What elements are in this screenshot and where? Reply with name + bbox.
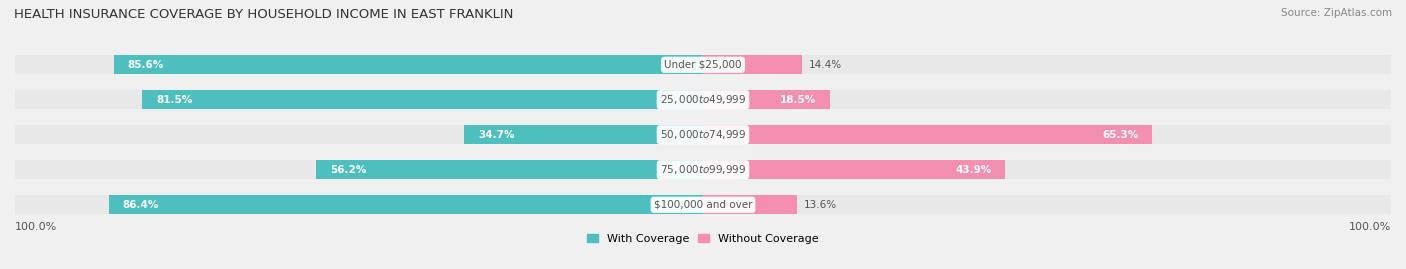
Bar <box>703 195 1391 214</box>
Text: 18.5%: 18.5% <box>780 95 817 105</box>
Text: 65.3%: 65.3% <box>1102 130 1139 140</box>
Text: 14.4%: 14.4% <box>808 60 842 70</box>
Bar <box>703 55 1391 75</box>
Bar <box>703 90 1391 109</box>
Text: $25,000 to $49,999: $25,000 to $49,999 <box>659 93 747 106</box>
Text: $50,000 to $74,999: $50,000 to $74,999 <box>659 128 747 141</box>
Text: 81.5%: 81.5% <box>156 95 193 105</box>
Text: $100,000 and over: $100,000 and over <box>654 200 752 210</box>
Text: $75,000 to $99,999: $75,000 to $99,999 <box>659 163 747 176</box>
Text: 85.6%: 85.6% <box>128 60 165 70</box>
Bar <box>15 125 703 144</box>
Bar <box>15 195 703 214</box>
Bar <box>464 125 703 144</box>
Bar <box>703 55 801 75</box>
Text: HEALTH INSURANCE COVERAGE BY HOUSEHOLD INCOME IN EAST FRANKLIN: HEALTH INSURANCE COVERAGE BY HOUSEHOLD I… <box>14 8 513 21</box>
Text: 86.4%: 86.4% <box>122 200 159 210</box>
Bar <box>108 195 703 214</box>
Text: 56.2%: 56.2% <box>330 165 367 175</box>
Bar <box>703 90 831 109</box>
Text: 100.0%: 100.0% <box>1348 222 1391 232</box>
Bar <box>703 125 1391 144</box>
Bar <box>15 160 703 179</box>
Bar <box>15 55 703 75</box>
Legend: With Coverage, Without Coverage: With Coverage, Without Coverage <box>582 229 824 248</box>
Bar <box>142 90 703 109</box>
Bar <box>15 90 703 109</box>
Text: 100.0%: 100.0% <box>15 222 58 232</box>
Bar <box>703 125 1153 144</box>
Text: 13.6%: 13.6% <box>803 200 837 210</box>
Text: Under $25,000: Under $25,000 <box>664 60 742 70</box>
Bar <box>114 55 703 75</box>
Bar <box>703 160 1005 179</box>
Text: 34.7%: 34.7% <box>478 130 515 140</box>
Bar <box>316 160 703 179</box>
Text: Source: ZipAtlas.com: Source: ZipAtlas.com <box>1281 8 1392 18</box>
Bar <box>703 160 1391 179</box>
Bar <box>703 195 797 214</box>
Text: 43.9%: 43.9% <box>955 165 991 175</box>
